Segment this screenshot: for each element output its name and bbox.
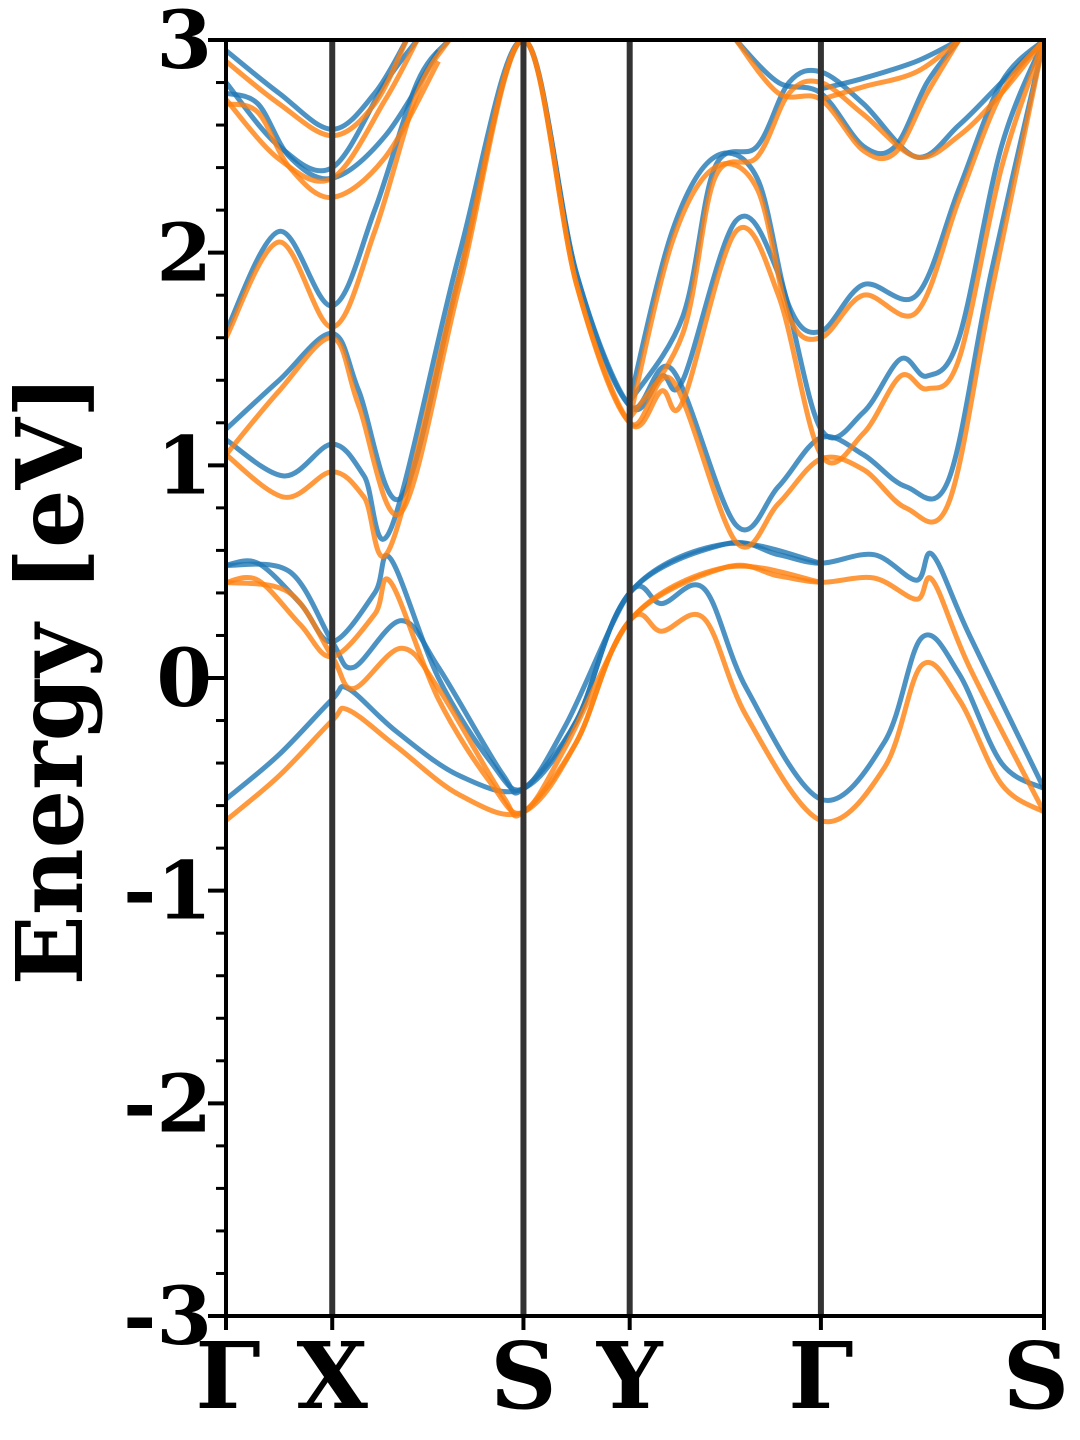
x-tick-label: Γ <box>195 1322 260 1430</box>
band-line-series-2 <box>226 40 1044 559</box>
y-tick-label: -2 <box>123 1056 212 1150</box>
x-tick-label: Γ <box>788 1322 853 1430</box>
band-line-series-1 <box>226 49 441 182</box>
band-line-series-1 <box>820 40 961 92</box>
band-line-series-2 <box>226 40 452 339</box>
y-tick-label: 1 <box>156 418 212 512</box>
x-tick-label: S <box>490 1322 556 1430</box>
band-line-series-2 <box>226 60 441 200</box>
y-tick-label: 0 <box>156 631 212 725</box>
y-tick-label: 3 <box>156 0 212 87</box>
x-tick-label: S <box>1003 1322 1069 1430</box>
y-major-ticks <box>208 38 226 1318</box>
band-line-series-2 <box>733 40 962 162</box>
band-line-series-2 <box>226 40 1044 518</box>
band-line-series-1 <box>734 40 962 157</box>
kpoint-lines <box>224 40 1046 1330</box>
band-lines <box>226 40 1044 825</box>
band-line-series-1 <box>226 40 452 333</box>
y-tick-labels: -3 -2 -1 0 1 2 3 <box>123 0 212 1363</box>
x-tick-label: X <box>297 1322 369 1430</box>
y-tick-label: 2 <box>156 206 212 300</box>
y-tick-label: -3 <box>123 1269 212 1363</box>
band-line-series-2 <box>627 40 1044 420</box>
x-tick-label: Y <box>596 1322 664 1430</box>
band-line-series-2 <box>820 40 961 102</box>
y-tick-label: -1 <box>123 844 212 938</box>
y-axis-label: Energy [eV] <box>0 375 104 986</box>
plot-frame <box>224 38 1046 1318</box>
band-line-series-1 <box>627 40 1044 403</box>
band-line-series-2 <box>226 562 1044 823</box>
band-line-series-1 <box>226 539 1044 802</box>
